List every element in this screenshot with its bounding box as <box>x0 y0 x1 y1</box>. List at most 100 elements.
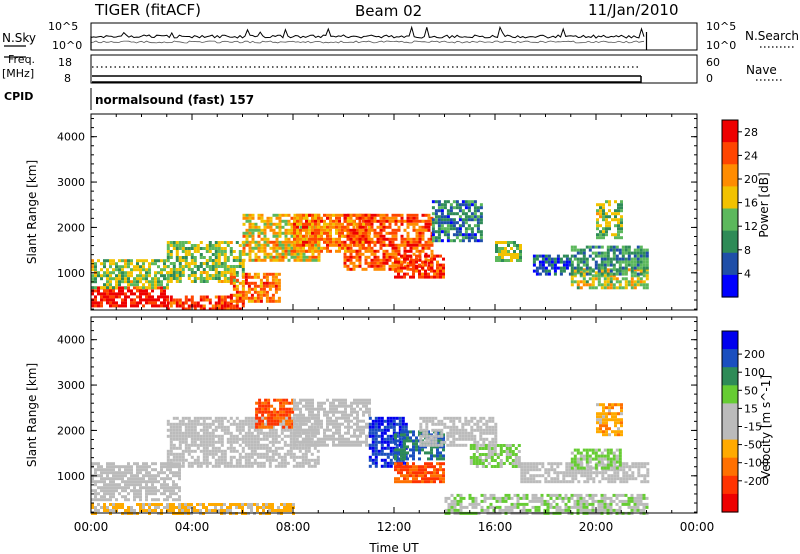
data-cell <box>205 277 209 280</box>
data-cell <box>118 474 121 478</box>
data-cell <box>311 428 314 432</box>
data-cell <box>305 407 308 411</box>
data-cell <box>154 283 157 287</box>
data-cell <box>121 486 124 490</box>
data-cell <box>479 215 483 219</box>
data-cell <box>250 281 254 285</box>
data-cell <box>434 221 438 225</box>
data-cell <box>220 425 224 429</box>
data-cell <box>226 259 230 262</box>
data-cell <box>332 407 335 411</box>
data-cell <box>247 287 251 291</box>
data-cell <box>148 295 151 299</box>
data-cell <box>223 259 227 262</box>
data-cell <box>214 425 218 429</box>
data-cell <box>169 461 173 465</box>
data-cell <box>284 234 288 238</box>
data-cell <box>553 263 557 267</box>
data-cell <box>591 269 595 273</box>
data-cell <box>514 465 518 468</box>
data-cell <box>139 268 142 272</box>
data-cell <box>260 231 264 235</box>
data-cell <box>262 503 265 506</box>
data-cell <box>220 301 224 305</box>
data-cell <box>344 246 347 250</box>
data-cell <box>288 401 292 405</box>
data-cell <box>344 398 347 402</box>
data-cell <box>427 222 431 226</box>
data-cell <box>475 462 479 465</box>
data-cell <box>121 292 124 296</box>
data-cell <box>615 260 619 264</box>
data-cell <box>456 502 460 506</box>
data-cell <box>332 437 335 441</box>
data-cell <box>475 447 479 450</box>
data-cell <box>388 216 392 220</box>
data-cell <box>184 253 188 256</box>
data-cell <box>299 413 302 417</box>
data-cell <box>621 257 625 261</box>
data-cell <box>338 404 341 408</box>
data-cell <box>276 419 280 423</box>
data-cell <box>287 246 291 250</box>
data-cell <box>214 452 218 456</box>
data-cell <box>242 252 246 256</box>
data-cell <box>181 244 185 247</box>
data-cell <box>127 295 130 299</box>
data-cell <box>612 263 616 267</box>
data-cell <box>291 425 295 429</box>
data-cell <box>157 271 160 275</box>
data-cell <box>397 225 401 229</box>
data-cell <box>510 241 513 244</box>
data-cell <box>109 498 112 502</box>
data-cell <box>235 287 239 291</box>
data-cell <box>302 437 305 441</box>
colorbar-swatch <box>722 230 738 254</box>
data-cell <box>145 480 148 484</box>
data-cell <box>242 213 246 217</box>
data-cell <box>277 272 281 276</box>
data-cell <box>600 286 604 290</box>
data-cell <box>614 200 617 204</box>
data-cell <box>519 259 522 262</box>
data-cell <box>639 277 643 281</box>
data-cell <box>424 465 427 469</box>
data-cell <box>175 247 179 250</box>
data-cell <box>181 419 185 423</box>
data-cell <box>368 455 372 459</box>
data-cell <box>151 492 154 496</box>
data-cell <box>288 425 292 429</box>
data-cell <box>415 266 418 270</box>
data-cell <box>464 230 468 234</box>
data-cell <box>163 471 166 475</box>
data-cell <box>278 222 282 226</box>
data-cell <box>618 266 622 270</box>
data-cell <box>148 480 151 484</box>
data-cell <box>175 431 179 435</box>
data-cell <box>276 410 280 414</box>
data-cell <box>385 213 389 217</box>
data-cell <box>442 442 445 446</box>
data-cell <box>172 483 175 487</box>
data-cell <box>404 428 408 432</box>
data-cell <box>618 260 622 264</box>
data-cell <box>338 434 341 438</box>
data-cell <box>615 272 619 276</box>
data-cell <box>166 256 170 259</box>
data-cell <box>220 241 224 244</box>
data-cell <box>148 474 151 478</box>
data-cell <box>284 231 288 235</box>
data-cell <box>160 259 163 263</box>
data-cell <box>367 216 371 220</box>
data-cell <box>226 464 230 468</box>
data-cell <box>91 503 94 506</box>
data-cell <box>136 286 139 290</box>
data-cell <box>157 277 160 281</box>
data-cell <box>271 434 275 438</box>
data-cell <box>109 286 112 290</box>
data-cell <box>106 286 109 290</box>
data-cell <box>276 422 280 426</box>
data-cell <box>285 398 289 402</box>
data-cell <box>377 419 381 423</box>
data-cell <box>250 449 254 453</box>
